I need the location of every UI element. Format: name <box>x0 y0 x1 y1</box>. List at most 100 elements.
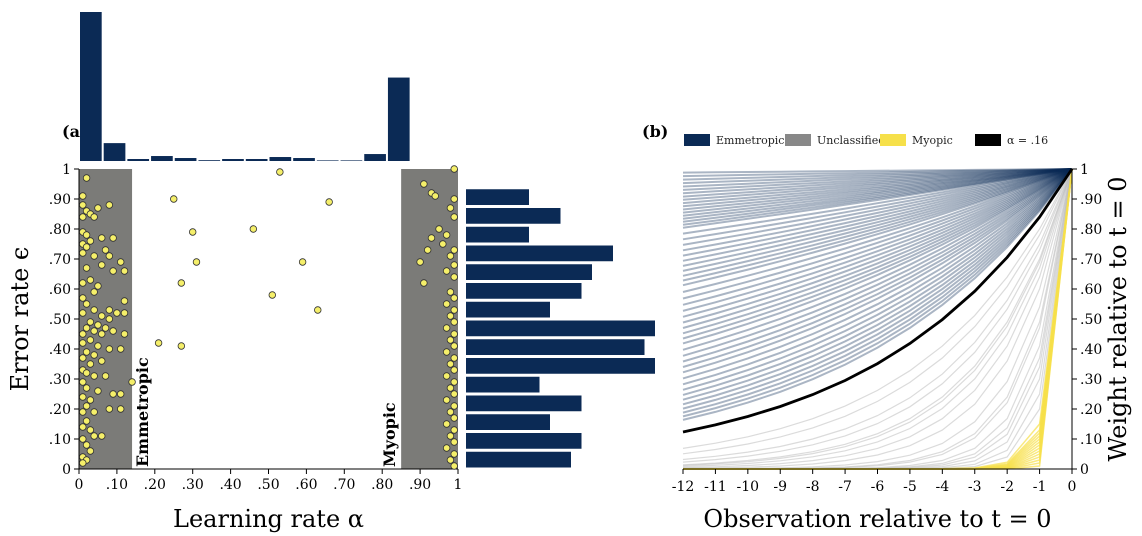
curve-emmetropic <box>682 168 1073 357</box>
curve-unclassified <box>682 168 1073 467</box>
curve-emmetropic <box>682 168 1073 267</box>
data-point <box>450 462 458 470</box>
x-tick-label: -6 <box>871 479 885 495</box>
data-point <box>82 174 91 182</box>
y-axis-title: Error rate ϵ <box>6 247 34 392</box>
curve-emmetropic <box>682 168 1073 318</box>
data-point <box>450 414 458 422</box>
curve-emmetropic <box>682 168 1073 406</box>
data-point <box>90 432 98 440</box>
curve-unclassified <box>682 168 1073 466</box>
curve-emmetropic <box>682 168 1073 368</box>
data-point <box>79 213 87 221</box>
x-tick-label: -2 <box>1000 479 1014 495</box>
data-point <box>86 336 95 344</box>
curve-emmetropic <box>682 168 1073 229</box>
curve-emmetropic <box>682 168 1073 414</box>
data-point <box>325 198 333 206</box>
curve-emmetropic <box>682 168 1073 223</box>
data-point <box>442 396 451 404</box>
data-point <box>450 306 458 314</box>
data-point <box>90 327 98 335</box>
data-point <box>450 450 458 458</box>
data-point <box>450 213 458 221</box>
data-point <box>177 342 186 350</box>
data-point <box>105 405 114 413</box>
curve-emmetropic <box>682 168 1073 217</box>
data-point <box>82 369 91 377</box>
x-tick-label: 0 <box>75 477 84 493</box>
right-histogram-bar <box>466 451 571 468</box>
data-point <box>79 192 87 200</box>
curve-emmetropic <box>682 168 1073 185</box>
data-point <box>450 294 458 302</box>
data-point <box>94 387 102 395</box>
curve-emmetropic <box>682 168 1073 220</box>
y-tick-label: .80 <box>1080 222 1102 238</box>
data-point <box>446 384 455 392</box>
data-point <box>82 441 91 449</box>
right-histogram-bar <box>466 245 613 262</box>
x-tick-label: -10 <box>737 479 760 495</box>
top-histogram-bar <box>198 160 221 161</box>
data-point <box>450 165 458 173</box>
data-point <box>79 249 87 257</box>
curve-emmetropic <box>682 168 1073 282</box>
curve-emmetropic <box>682 168 1073 340</box>
data-point <box>120 309 129 317</box>
data-point <box>450 354 458 362</box>
data-point <box>94 282 102 290</box>
data-point <box>450 366 458 374</box>
data-point <box>98 432 106 440</box>
curve-emmetropic <box>682 168 1073 380</box>
data-point <box>442 231 451 239</box>
data-point <box>79 354 87 362</box>
x-tick-label: .20 <box>144 477 166 493</box>
data-point <box>450 318 458 326</box>
data-point <box>86 447 95 455</box>
data-point <box>446 456 455 464</box>
curve-emmetropic <box>682 168 1073 401</box>
top-histogram-bar <box>269 157 292 161</box>
right-histogram-bar <box>466 189 529 205</box>
curve-emmetropic <box>682 168 1073 174</box>
curve-emmetropic <box>682 168 1073 391</box>
curve-emmetropic <box>682 168 1073 363</box>
data-point <box>427 234 436 242</box>
x-tick-label: -11 <box>704 479 727 495</box>
x-tick-label: -5 <box>903 479 917 495</box>
data-point <box>79 294 87 302</box>
data-point <box>450 246 458 254</box>
data-point <box>101 372 110 380</box>
curve-emmetropic <box>682 168 1073 277</box>
curve-emmetropic <box>682 168 1073 252</box>
top-histogram-bar <box>222 159 244 161</box>
data-point <box>98 234 106 242</box>
right-histogram-bar <box>466 339 645 355</box>
curve-emmetropic <box>682 168 1073 211</box>
top-histogram-bar <box>103 143 126 161</box>
curve--16 <box>682 168 1074 434</box>
top-histogram-bar <box>316 160 339 161</box>
x-tick-label: -9 <box>773 479 787 495</box>
y-tick-label: .20 <box>1080 402 1102 418</box>
data-point <box>86 276 95 284</box>
curve-emmetropic <box>682 168 1073 410</box>
data-point <box>94 321 102 329</box>
data-point <box>82 324 91 332</box>
y-tick-label: .90 <box>1080 192 1102 208</box>
data-point <box>105 306 114 314</box>
data-point <box>442 267 451 275</box>
data-point <box>446 312 455 320</box>
data-point <box>446 288 455 296</box>
data-point <box>86 318 95 326</box>
x-tick-label: .80 <box>371 477 393 493</box>
data-point <box>79 279 87 287</box>
curve-emmetropic <box>682 168 1073 191</box>
legend-swatch <box>785 134 811 146</box>
curve-emmetropic <box>682 168 1073 300</box>
data-point <box>79 201 87 209</box>
top-histogram-bar <box>293 158 315 161</box>
data-point <box>446 432 455 440</box>
